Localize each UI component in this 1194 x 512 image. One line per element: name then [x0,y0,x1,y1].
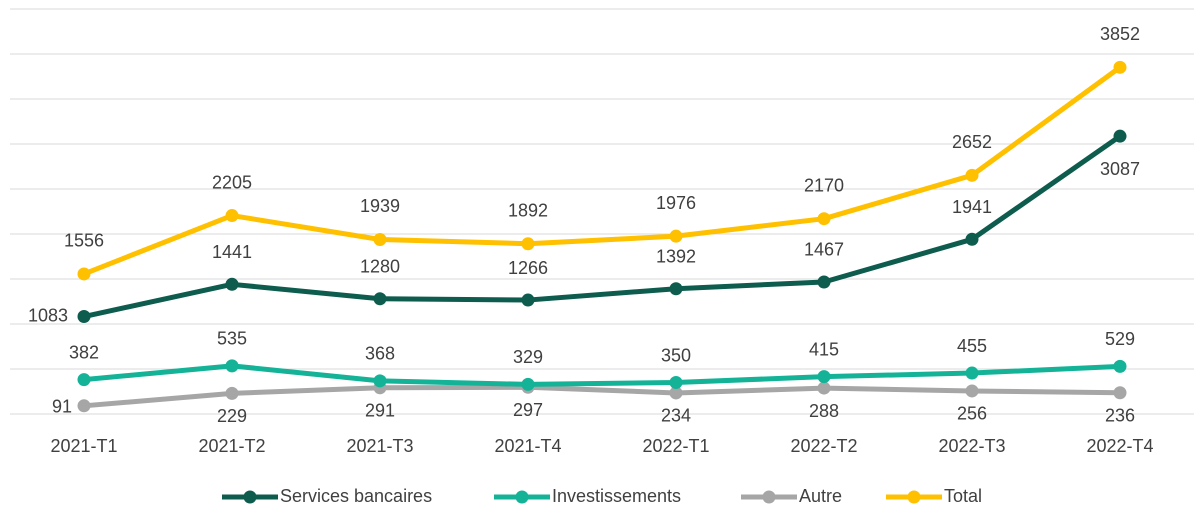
x-tick-label: 2021-T4 [494,436,561,456]
data-point [77,373,91,387]
data-label: 1467 [804,240,844,260]
data-label: 236 [1105,406,1135,426]
series-line [83,65,1122,277]
data-point [669,386,683,400]
data-label: 234 [661,406,691,426]
data-label: 455 [957,336,987,356]
data-point [669,282,683,296]
data-point [1113,60,1127,74]
data-label: 297 [513,400,543,420]
data-point [373,292,387,306]
data-point [521,293,535,307]
legend-label: Services bancaires [280,486,432,506]
data-label: 2205 [212,172,252,192]
data-label: 91 [52,397,72,417]
data-point [521,237,535,251]
x-tick-label: 2021-T2 [198,436,265,456]
series-line [83,363,1121,387]
data-label: 3852 [1100,24,1140,44]
data-point [373,374,387,388]
data-point [225,277,239,291]
data-label: 229 [217,406,247,426]
data-point [817,370,831,384]
series-line [83,384,1121,409]
data-point [1113,359,1127,373]
series-line [83,134,1122,319]
legend-marker [762,490,776,504]
data-point [225,386,239,400]
data-label: 1556 [64,231,104,251]
data-label: 1083 [28,305,68,325]
data-point [965,168,979,182]
data-point [225,209,239,223]
data-point [965,384,979,398]
data-point [77,399,91,413]
data-label: 329 [513,347,543,367]
data-point [669,376,683,389]
data-point [521,377,535,391]
data-label: 382 [69,342,99,362]
x-tick-label: 2022-T1 [642,436,709,456]
data-point [225,359,239,373]
legend-label: Investissements [552,486,681,506]
data-label: 2170 [804,175,844,195]
data-label: 368 [365,344,395,364]
legend-marker [515,490,529,504]
data-point [965,366,979,380]
data-point [1113,129,1127,143]
data-label: 535 [217,329,247,349]
data-label: 1892 [508,200,548,220]
data-point [77,267,91,281]
legend-label: Autre [799,486,842,506]
data-point [817,212,831,226]
data-point [1113,386,1127,400]
legend-label: Total [944,486,982,506]
data-label: 1941 [952,197,992,217]
data-point [817,381,831,395]
data-label: 350 [661,345,691,365]
data-label: 529 [1105,329,1135,349]
data-label: 256 [957,404,987,424]
data-label: 1392 [656,246,696,266]
data-label: 1266 [508,258,548,278]
data-point [373,232,387,246]
data-point [817,275,831,289]
data-label: 415 [809,339,839,359]
data-label: 1441 [212,242,252,262]
data-label: 2652 [952,132,992,152]
data-label: 3087 [1100,159,1140,179]
data-label: 1280 [360,257,400,277]
data-point [669,229,683,243]
data-label: 1939 [360,196,400,216]
data-label: 288 [809,401,839,421]
x-tick-label: 2021-T1 [50,436,117,456]
legend-marker [243,490,257,504]
x-tick-label: 2022-T2 [790,436,857,456]
data-label: 291 [365,401,395,421]
data-label: 1976 [656,193,696,213]
x-tick-label: 2021-T3 [346,436,413,456]
x-tick-label: 2022-T3 [938,436,1005,456]
x-tick-label: 2022-T4 [1086,436,1153,456]
data-point [77,310,91,324]
legend-marker [907,490,921,504]
data-point [965,232,979,246]
